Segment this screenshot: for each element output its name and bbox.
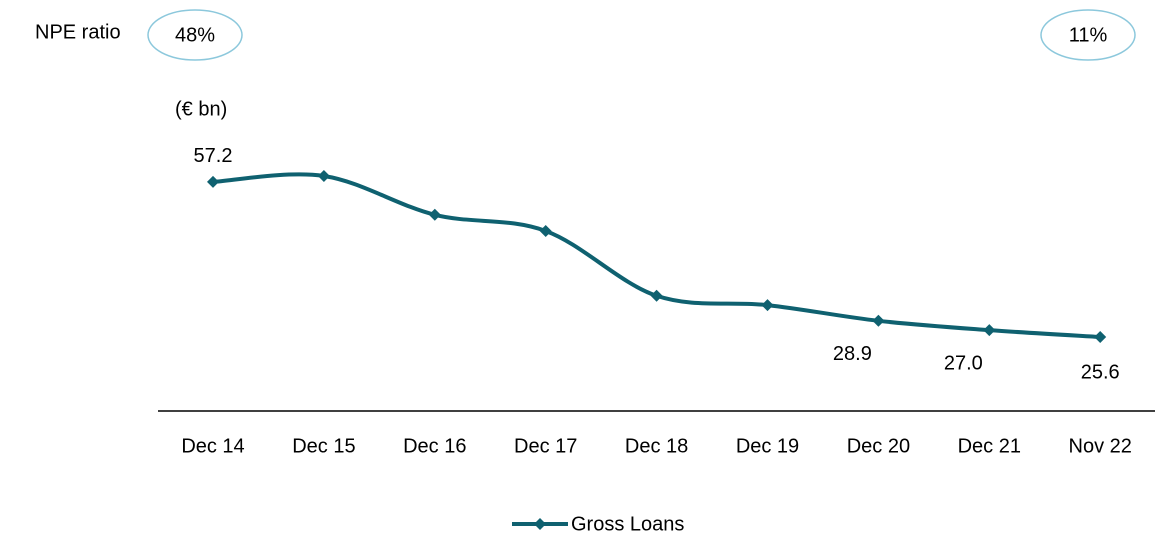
x-tick-label: Dec 19: [736, 435, 799, 457]
legend-label: Gross Loans: [571, 513, 684, 535]
x-tick-label: Dec 16: [403, 435, 466, 457]
x-tick-label: Dec 14: [181, 435, 244, 457]
npe-bubble: [147, 9, 243, 61]
legend-marker: [534, 518, 546, 530]
line: [212, 172, 1101, 339]
marker: [650, 289, 663, 302]
npe-first: 48%: [175, 24, 215, 46]
marker: [428, 208, 441, 221]
x-tick-label: Dec 21: [958, 435, 1021, 457]
x-tick-label: Nov 22: [1069, 435, 1132, 457]
npe-last: 11%: [1069, 24, 1108, 46]
data-label: 27.0: [944, 352, 983, 374]
data-label: 57.2: [194, 145, 233, 167]
marker: [761, 299, 774, 312]
marker: [207, 175, 219, 188]
npe-bubble: [1040, 9, 1136, 61]
marker: [539, 224, 552, 237]
marker: [872, 314, 885, 327]
x-tick-label: Dec 18: [625, 435, 688, 457]
x-tick-label: Dec 20: [847, 435, 910, 457]
unit-label: (€ bn): [175, 98, 227, 120]
npe-label: NPE ratio: [35, 21, 121, 43]
marker: [983, 324, 996, 337]
data-label: 28.9: [833, 343, 872, 365]
data-label: 25.6: [1081, 361, 1120, 383]
x-tick-label: Dec 15: [292, 435, 355, 457]
x-tick-label: Dec 17: [514, 435, 577, 457]
marker: [1094, 331, 1107, 343]
marker: [317, 170, 330, 182]
